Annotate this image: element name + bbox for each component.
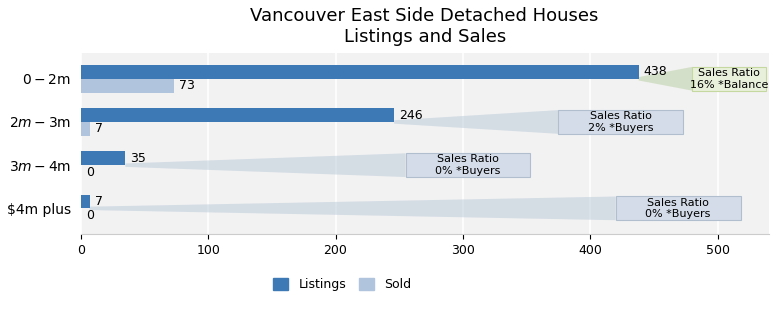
Text: Sales Ratio
0% *Buyers: Sales Ratio 0% *Buyers [646,198,711,219]
FancyBboxPatch shape [692,67,766,91]
Bar [81,122,90,136]
Text: 0: 0 [86,209,94,222]
Bar [81,79,174,93]
FancyBboxPatch shape [558,110,683,134]
Text: 7: 7 [95,195,103,208]
Bar [81,151,126,165]
Title: Vancouver East Side Detached Houses
Listings and Sales: Vancouver East Side Detached Houses List… [250,7,599,46]
Text: Sales Ratio
2% *Buyers: Sales Ratio 2% *Buyers [588,111,654,133]
Bar [81,108,394,122]
FancyBboxPatch shape [406,153,530,177]
Text: 246: 246 [399,109,423,122]
Text: 438: 438 [644,65,668,78]
Bar [81,195,90,208]
Polygon shape [639,67,692,91]
Legend: Listings, Sold: Listings, Sold [268,273,416,296]
Text: 35: 35 [130,152,147,165]
Text: 7: 7 [95,122,103,135]
Text: 0: 0 [86,165,94,179]
Text: 73: 73 [179,79,195,92]
Polygon shape [394,110,558,134]
Polygon shape [90,197,615,220]
Text: Sales Ratio
16% *Balance: Sales Ratio 16% *Balance [690,68,768,89]
Text: Sales Ratio
0% *Buyers: Sales Ratio 0% *Buyers [435,154,501,176]
Polygon shape [126,153,406,177]
FancyBboxPatch shape [615,197,740,220]
Bar [81,65,639,79]
